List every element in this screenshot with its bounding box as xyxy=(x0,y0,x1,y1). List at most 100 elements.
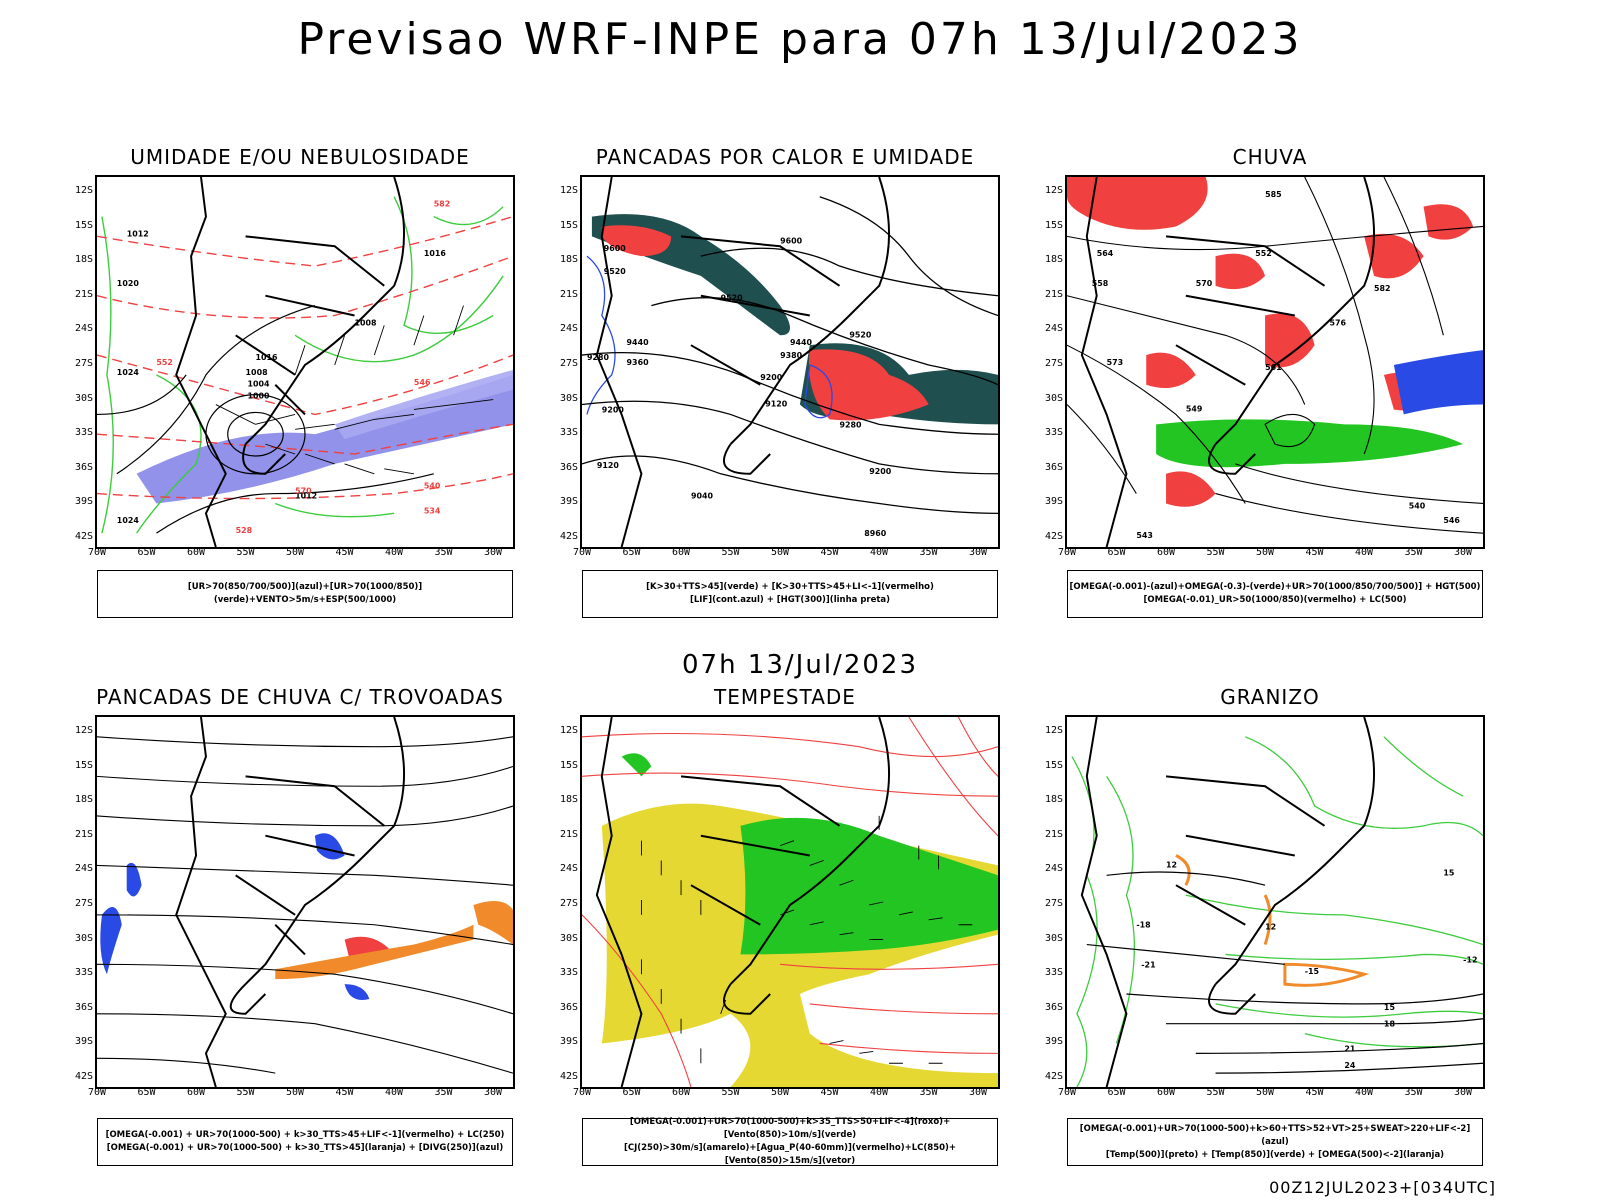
label-585: 585 xyxy=(1265,190,1282,199)
blue-omega-area xyxy=(1393,350,1483,415)
lon-axis: 70W 65W 60W 55W 50W 45W 40W 35W 30W xyxy=(88,547,515,561)
lat-tick-label: 42S xyxy=(74,531,93,542)
lat-tick-label: 27S xyxy=(559,358,578,369)
lon-tick-label: 55W xyxy=(236,1087,255,1098)
label-9360: 9360 xyxy=(627,358,650,367)
label-15b: 15 xyxy=(1443,868,1454,877)
lat-tick-label: 33S xyxy=(559,967,578,979)
lon-tick-label: 55W xyxy=(236,547,255,558)
label-21: 21 xyxy=(1344,1044,1355,1053)
lat-tick-label: 18S xyxy=(559,794,578,806)
label-9520c: 9520 xyxy=(849,330,872,339)
lon-tick-label: 30W xyxy=(968,547,988,558)
lat-axis: 12S 15S 18S 21S 24S 27S 30S 33S 36S 39S 42S xyxy=(65,715,95,1089)
lon-axis: 70W 65W 60W 55W 50W 45W 40W 35W 30W xyxy=(573,1087,1000,1101)
streamlines xyxy=(97,736,513,1074)
lon-tick-label: 70W xyxy=(572,1087,592,1098)
lon-tick-label: 60W xyxy=(1156,547,1176,558)
lat-tick-label: 24S xyxy=(1044,863,1063,875)
lon-tick-label: 40W xyxy=(384,547,404,558)
legend-line: [LIF](cont.azul) + [HGT(300)](linha pret… xyxy=(689,595,891,605)
label-9280a: 9280 xyxy=(587,353,610,362)
lon-tick-label: 70W xyxy=(1057,1087,1077,1098)
lif-contours xyxy=(586,255,616,415)
label-570: 570 xyxy=(1196,279,1213,288)
lat-tick-label: 27S xyxy=(74,898,93,909)
lat-tick-label: 12S xyxy=(74,725,93,736)
lat-tick-label: 42S xyxy=(1044,1071,1063,1082)
label-9600b: 9600 xyxy=(780,236,803,245)
lat-tick-label: 24S xyxy=(74,323,93,335)
lat-tick-label: 39S xyxy=(74,496,93,508)
lat-tick-label: 39S xyxy=(74,1036,93,1048)
lat-tick-label: 33S xyxy=(74,967,93,979)
lat-axis: 12S 15S 18S 21S 24S 27S 30S 33S 36S 39S 42S xyxy=(65,175,95,549)
lon-tick-label: 65W xyxy=(622,547,641,558)
lon-tick-label: 30W xyxy=(1453,547,1473,558)
label-9520b: 9520 xyxy=(721,294,744,303)
legend-panel-1: [UR>70(850/700/500)](azul)+[UR>70(1000/8… xyxy=(97,570,513,618)
label-528: 528 xyxy=(236,526,253,535)
label-1008: 1008 xyxy=(246,368,269,377)
label-9120b: 9120 xyxy=(765,400,788,409)
lon-tick-label: 50W xyxy=(1255,1087,1275,1098)
lon-tick-label: 40W xyxy=(1354,1087,1374,1098)
red-area xyxy=(601,225,672,257)
label-570: 570 xyxy=(295,487,312,496)
coastline xyxy=(175,177,405,547)
lat-tick-label: 36S xyxy=(559,461,578,473)
label-9520a: 9520 xyxy=(604,267,627,276)
lat-tick-label: 27S xyxy=(559,898,578,909)
lon-tick-label: 65W xyxy=(137,547,156,558)
lat-tick-label: 33S xyxy=(74,427,93,439)
map-pancadas-calor: 9600 9600 9520 9440 9360 9280 9200 9120 … xyxy=(580,175,1000,549)
lat-axis: 12S 15S 18S 21S 24S 27S 30S 33S 36S 39S 42S xyxy=(1035,175,1065,549)
label-9440b: 9440 xyxy=(790,338,813,347)
lat-tick-label: 36S xyxy=(74,1001,93,1013)
label-9120a: 9120 xyxy=(597,461,620,470)
legend-line: [OMEGA(-0.001)-(azul)+OMEGA(-0.3)-(verde… xyxy=(1069,582,1481,592)
legend-line: [OMEGA(-0.001)+UR>70(1000-500)+k>60+TTS>… xyxy=(1079,1123,1471,1147)
lon-tick-label: 50W xyxy=(285,547,305,558)
lat-tick-label: 24S xyxy=(559,323,578,335)
lat-tick-label: 39S xyxy=(1044,496,1063,508)
lat-tick-label: 42S xyxy=(1044,531,1063,542)
lon-tick-label: 65W xyxy=(1107,1087,1126,1098)
legend-panel-6: [OMEGA(-0.001)+UR>70(1000-500)+k>60+TTS>… xyxy=(1067,1118,1483,1166)
legend-line: [OMEGA(-0.01)_UR>50(1000/850)(vermelho) … xyxy=(1143,595,1407,605)
label-540: 540 xyxy=(424,482,441,491)
label-n15: -15 xyxy=(1305,967,1319,976)
lat-tick-label: 27S xyxy=(1044,358,1063,369)
label-1004: 1004 xyxy=(248,380,271,389)
label-552: 552 xyxy=(1255,249,1272,258)
panel-4-title: PANCADAS DE CHUVA C/ TROVOADAS xyxy=(96,685,504,709)
lat-tick-label: 18S xyxy=(74,794,93,806)
lat-tick-label: 12S xyxy=(74,185,93,196)
label-n12: -12 xyxy=(1463,955,1477,964)
lat-tick-label: 24S xyxy=(74,863,93,875)
lat-tick-label: 42S xyxy=(559,531,578,542)
label-9040: 9040 xyxy=(691,492,714,501)
label-576: 576 xyxy=(1329,318,1346,327)
lon-tick-label: 35W xyxy=(1404,1087,1423,1098)
lat-tick-label: 42S xyxy=(74,1071,93,1082)
lon-tick-label: 55W xyxy=(1206,547,1225,558)
legend-line: [K>30+TTS>45](verde) + [K>30+TTS>45+LI<-… xyxy=(646,582,934,592)
lon-tick-label: 35W xyxy=(919,1087,938,1098)
red-streamlines xyxy=(582,717,998,1087)
legend-panel-3: [OMEGA(-0.001)-(azul)+OMEGA(-0.3)-(verde… xyxy=(1067,570,1483,618)
lat-tick-label: 18S xyxy=(74,254,93,266)
map-tempestade xyxy=(580,715,1000,1089)
label-9280b: 9280 xyxy=(840,420,863,429)
label-1008b: 1008 xyxy=(355,318,378,327)
lat-tick-label: 30S xyxy=(559,932,578,944)
mid-date-label: 07h 13/Jul/2023 xyxy=(682,650,918,680)
lat-tick-label: 30S xyxy=(1044,392,1063,404)
lon-tick-label: 45W xyxy=(335,547,354,558)
legend-line: [OMEGA(-0.001) + UR>70(1000-500) + k>30_… xyxy=(105,1130,505,1140)
lon-tick-label: 35W xyxy=(434,547,453,558)
lon-tick-label: 65W xyxy=(622,1087,641,1098)
lon-tick-label: 30W xyxy=(968,1087,988,1098)
lat-tick-label: 15S xyxy=(74,759,93,771)
temp850-contours xyxy=(1071,736,1483,1087)
